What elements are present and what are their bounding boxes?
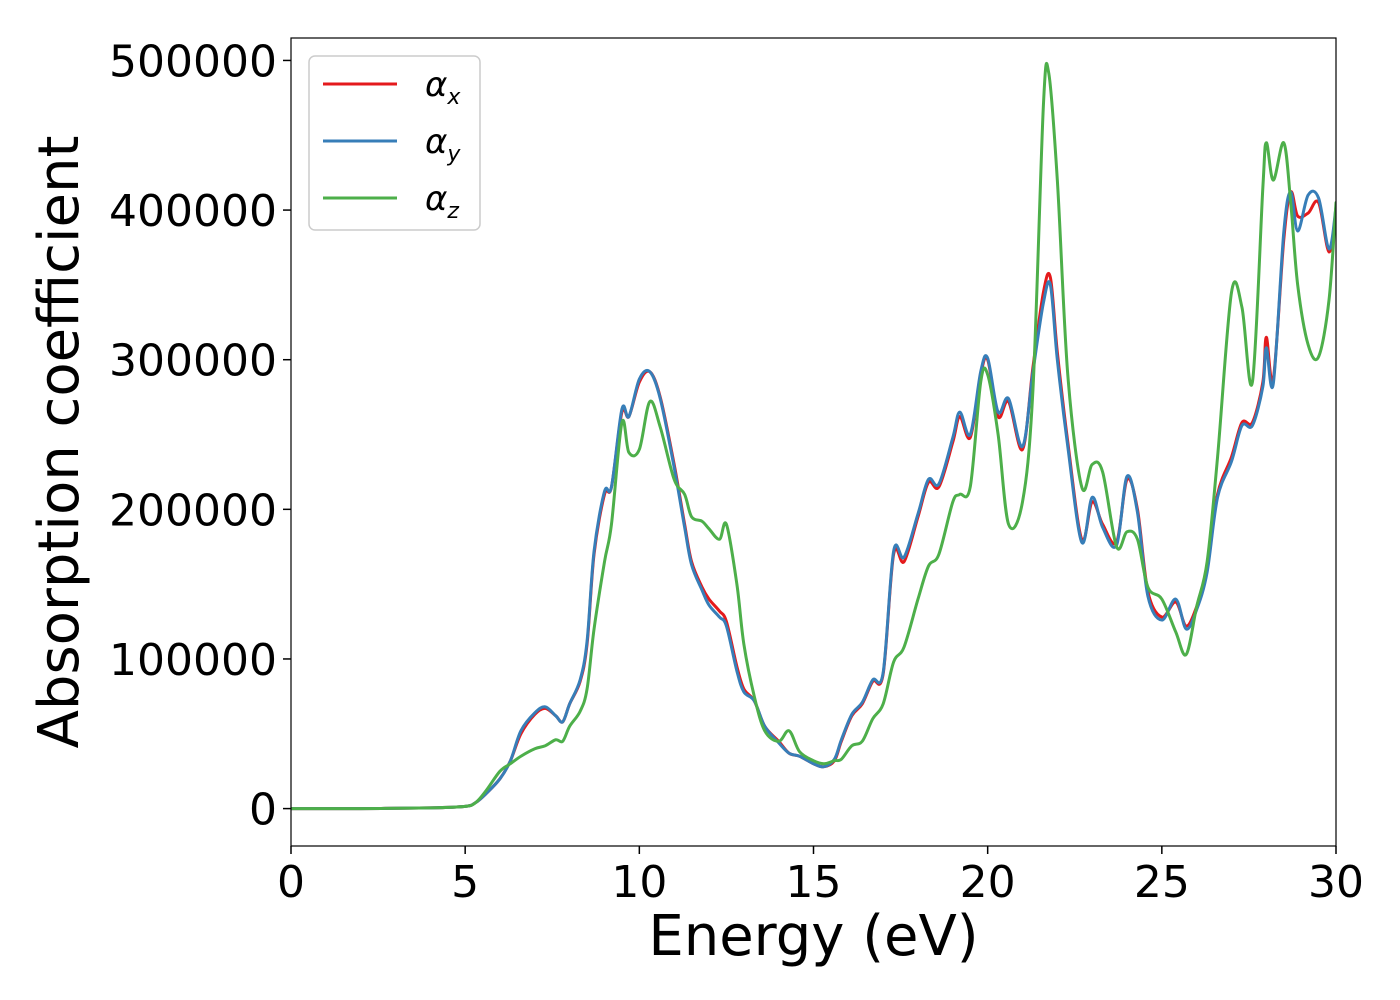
series-line-z	[291, 62, 1336, 811]
x-tick-label: 25	[1134, 857, 1190, 908]
x-tick-label: 20	[960, 857, 1016, 908]
x-tick-label: 5	[451, 857, 479, 908]
legend-label-z: αz	[425, 179, 459, 224]
x-tick-label: 30	[1308, 857, 1364, 908]
x-tick-label: 10	[611, 857, 667, 908]
series-line-y	[291, 189, 1336, 811]
x-tick-label: 15	[786, 857, 842, 908]
series-line-x	[291, 190, 1336, 811]
series-layer	[291, 62, 1336, 811]
legend: αx αy αz	[308, 55, 481, 231]
x-tick-label: 0	[277, 857, 305, 908]
y-tick-label: 0	[249, 785, 277, 836]
x-axis-label: Energy (eV)	[648, 904, 978, 969]
legend-label-x: αx	[425, 65, 461, 110]
legend-box	[308, 55, 481, 231]
y-tick-label: 300000	[109, 336, 277, 387]
y-axis: 0 100000 200000 300000 400000 500000	[109, 36, 291, 836]
y-tick-label: 500000	[109, 36, 277, 87]
legend-label-y: αy	[425, 122, 461, 167]
y-tick-label: 200000	[109, 485, 277, 536]
y-axis-label: Absorption coefficient	[27, 136, 92, 749]
y-tick-label: 100000	[109, 635, 277, 686]
x-axis: 0 5 10 15 20 25 30	[277, 846, 1364, 908]
y-tick-label: 400000	[109, 186, 277, 237]
